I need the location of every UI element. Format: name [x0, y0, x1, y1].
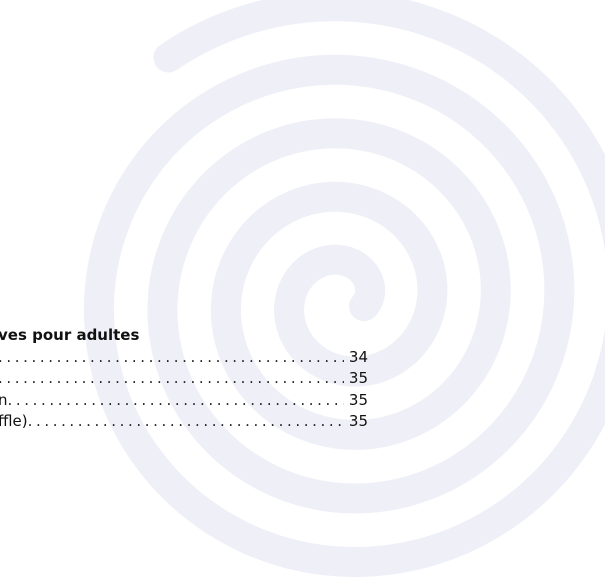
spiral-watermark-path: [83, 0, 605, 577]
toc-page-number: 34: [348, 347, 368, 366]
toc-section-heading: ves pour adultes: [0, 326, 140, 344]
toc-dot-leader: [28, 411, 344, 431]
toc-entry-label: ffle): [0, 412, 28, 430]
toc-dot-leader: [8, 390, 344, 410]
toc-entry[interactable]: n 35: [0, 390, 368, 410]
toc-page-number: 35: [348, 369, 368, 387]
toc-entry[interactable]: ffle) 35: [0, 411, 368, 431]
toc-entry[interactable]: 34: [0, 347, 368, 367]
toc-entry-label: n: [0, 390, 8, 409]
table-of-contents: ves pour adultes 34 35 n 35 ffle) 35: [0, 325, 368, 431]
toc-page-number: 35: [348, 412, 368, 430]
toc-dot-leader: [0, 347, 344, 367]
toc-entry[interactable]: 35: [0, 368, 368, 388]
toc-dot-leader: [0, 368, 344, 388]
toc-page-number: 35: [348, 390, 368, 409]
